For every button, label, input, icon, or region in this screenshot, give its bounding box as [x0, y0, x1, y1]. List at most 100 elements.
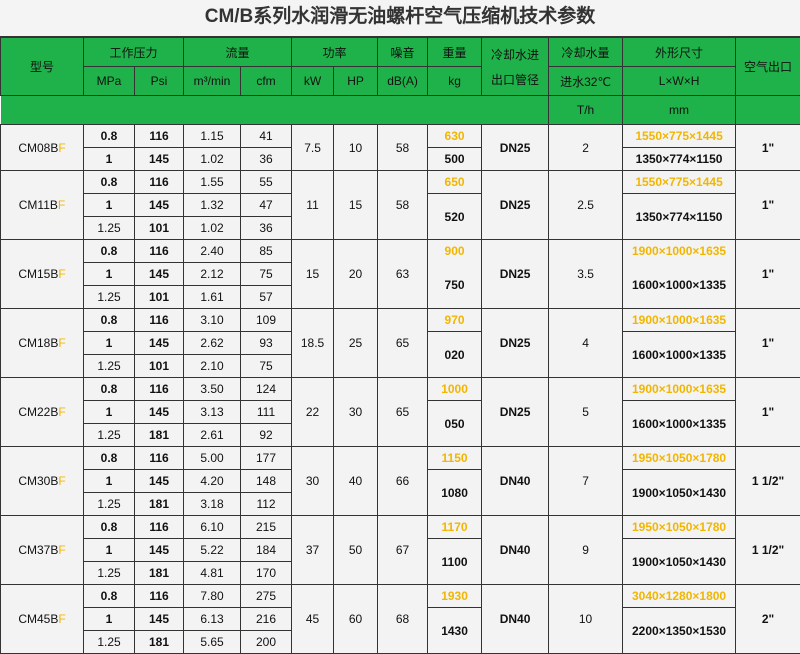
weight-value: 500 [428, 148, 482, 171]
header-weight: 重量 [428, 38, 482, 67]
cell-flow-m3: 3.18 [184, 493, 241, 516]
cell-pipe: DN40 [482, 585, 549, 654]
model-cell: CM30BF [1, 447, 84, 516]
model-suffix: F [58, 336, 65, 350]
header-pressure: 工作压力 [84, 38, 184, 67]
cell-flow-cfm: 75 [241, 263, 292, 286]
cell-db: 68 [378, 585, 428, 654]
cell-hp: 15 [334, 171, 378, 240]
cell-psi: 116 [135, 447, 184, 470]
model-name: CM45B [18, 612, 58, 626]
cell-mpa: 0.8 [84, 447, 135, 470]
header-pipe-line2: 出口管径 [482, 71, 548, 88]
cell-flow-cfm: 92 [241, 424, 292, 447]
weight-value: 520 [428, 194, 482, 240]
model-suffix: F [58, 612, 65, 626]
cell-mpa: 1.25 [84, 355, 135, 378]
cell-hp: 10 [334, 125, 378, 171]
cell-mpa: 0.8 [84, 309, 135, 332]
header-water: 冷却水量 [549, 38, 623, 67]
cell-psi: 145 [135, 539, 184, 562]
unit-kg: kg [428, 67, 482, 96]
cell-mpa: 0.8 [84, 125, 135, 148]
cell-flow-cfm: 177 [241, 447, 292, 470]
weight-highlight: 630 [428, 125, 482, 148]
weight-highlight: 650 [428, 171, 482, 194]
cell-flow-m3: 1.32 [184, 194, 241, 217]
cell-flow-m3: 6.10 [184, 516, 241, 539]
weight-value: 750 [428, 263, 482, 309]
dims-highlight: 1950×1050×1780 [623, 447, 736, 470]
cell-outlet: 2" [736, 585, 800, 654]
cell-pipe: DN25 [482, 240, 549, 309]
cell-psi: 145 [135, 608, 184, 631]
model-name: CM30B [18, 474, 58, 488]
cell-kw: 37 [292, 516, 334, 585]
cell-flow-cfm: 112 [241, 493, 292, 516]
weight-highlight: 1170 [428, 516, 482, 539]
cell-psi: 181 [135, 562, 184, 585]
cell-pipe: DN40 [482, 447, 549, 516]
cell-flow-cfm: 275 [241, 585, 292, 608]
weight-highlight: 1000 [428, 378, 482, 401]
cell-flow-m3: 2.62 [184, 332, 241, 355]
cell-flow-cfm: 75 [241, 355, 292, 378]
cell-pipe: DN25 [482, 125, 549, 171]
cell-mpa: 0.8 [84, 240, 135, 263]
cell-flow-m3: 5.00 [184, 447, 241, 470]
model-name: CM15B [18, 267, 58, 281]
dims-value: 1600×1000×1335 [623, 263, 736, 309]
cell-flow-cfm: 85 [241, 240, 292, 263]
cell-flow-cfm: 36 [241, 148, 292, 171]
cell-water: 10 [549, 585, 623, 654]
weight-value: 1080 [428, 470, 482, 516]
model-name: CM11B [19, 198, 58, 212]
cell-flow-m3: 6.13 [184, 608, 241, 631]
cell-flow-m3: 3.50 [184, 378, 241, 401]
model-suffix: F [58, 405, 65, 419]
cell-flow-m3: 1.61 [184, 286, 241, 309]
model-name: CM08B [18, 141, 58, 155]
model-name: CM18B [18, 336, 58, 350]
cell-outlet: 1 1/2" [736, 516, 800, 585]
cell-flow-cfm: 47 [241, 194, 292, 217]
cell-flow-m3: 3.10 [184, 309, 241, 332]
cell-mpa: 1 [84, 401, 135, 424]
page-title: CM/B系列水润滑无油螺杆空气压缩机技术参数 [0, 0, 800, 37]
cell-water: 3.5 [549, 240, 623, 309]
cell-flow-cfm: 215 [241, 516, 292, 539]
spec-table: 型号 工作压力 流量 功率 噪音 重量 冷却水进出口管径 冷却水量 外形尺寸 空… [0, 37, 800, 654]
cell-psi: 101 [135, 355, 184, 378]
model-cell: CM08BF [1, 125, 84, 171]
cell-mpa: 1 [84, 194, 135, 217]
cell-flow-cfm: 200 [241, 631, 292, 654]
cell-flow-m3: 4.20 [184, 470, 241, 493]
cell-mpa: 0.8 [84, 171, 135, 194]
cell-flow-m3: 2.61 [184, 424, 241, 447]
cell-psi: 181 [135, 424, 184, 447]
cell-flow-cfm: 57 [241, 286, 292, 309]
dims-highlight: 3040×1280×1800 [623, 585, 736, 608]
cell-pipe: DN25 [482, 378, 549, 447]
dims-highlight: 1900×1000×1635 [623, 240, 736, 263]
unit-db: dB(A) [378, 67, 428, 96]
cell-psi: 116 [135, 171, 184, 194]
weight-highlight: 1930 [428, 585, 482, 608]
header-pipe-line1: 冷却水进 [482, 46, 548, 63]
cell-mpa: 0.8 [84, 378, 135, 401]
cell-hp: 30 [334, 378, 378, 447]
cell-mpa: 1 [84, 263, 135, 286]
cell-psi: 116 [135, 378, 184, 401]
weight-highlight: 1150 [428, 447, 482, 470]
cell-db: 58 [378, 125, 428, 171]
cell-db: 67 [378, 516, 428, 585]
unit-mpa: MPa [84, 67, 135, 96]
cell-db: 66 [378, 447, 428, 516]
unit-m3: m³/min [184, 67, 241, 96]
cell-psi: 101 [135, 217, 184, 240]
cell-flow-m3: 1.55 [184, 171, 241, 194]
